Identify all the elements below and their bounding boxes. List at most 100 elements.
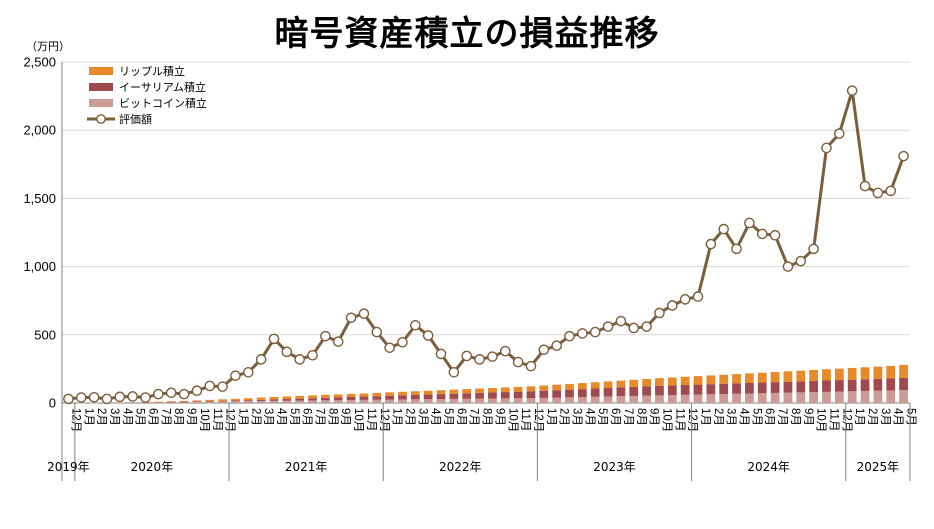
bar-ethereum (346, 396, 356, 400)
value-point (898, 150, 909, 162)
x-tick-label: 3月 (416, 408, 428, 426)
bar-ethereum (796, 381, 806, 393)
bar-ethereum (757, 382, 767, 394)
x-tick-label: 8月 (635, 408, 647, 426)
bar-bitcoin (693, 394, 703, 403)
bar-bitcoin (886, 390, 896, 403)
value-point (332, 336, 344, 347)
x-tick-label: 3月 (725, 408, 737, 426)
x-tick-label: 11月 (827, 408, 839, 431)
bar-bitcoin (770, 392, 780, 403)
bar-bitcoin (372, 399, 382, 403)
x-tick-label: 4月 (429, 408, 441, 426)
bar-bitcoin (243, 401, 253, 403)
bar-ripple (590, 382, 600, 389)
bar-bitcoin (398, 399, 407, 403)
value-point (243, 367, 254, 378)
value-point (358, 308, 370, 319)
bar-bitcoin (488, 398, 497, 403)
x-tick-label: 4月 (738, 408, 750, 426)
bar-bitcoin (873, 390, 883, 403)
bar-bitcoin (128, 402, 138, 403)
bar-bitcoin (565, 397, 574, 403)
x-tick-label: 12月 (378, 408, 390, 432)
bar-ethereum (783, 381, 793, 393)
x-tick-label: 9月 (185, 408, 197, 426)
x-tick-label: 6月 (147, 408, 159, 426)
bar-bitcoin (899, 390, 908, 403)
bar-bitcoin (256, 400, 266, 403)
bar-ethereum (616, 387, 626, 397)
bar-ethereum (770, 382, 780, 393)
value-point (744, 217, 755, 229)
bar-ripple (847, 367, 857, 380)
bar-bitcoin (513, 398, 523, 403)
value-point (859, 180, 871, 192)
bar-ripple (256, 397, 266, 400)
bar-ethereum (847, 379, 857, 392)
bar-ethereum (552, 390, 562, 398)
bar-bitcoin (475, 398, 484, 403)
bar-ethereum (886, 378, 896, 391)
bar-ripple (192, 400, 202, 402)
x-tick-label: 2月 (403, 408, 415, 426)
bar-ethereum (308, 398, 317, 401)
value-point (88, 391, 100, 403)
bar-ripple (834, 368, 844, 381)
bar-bitcoin (834, 391, 844, 403)
bar-bitcoin (192, 401, 202, 403)
value-point (410, 319, 421, 331)
bar-ethereum (719, 383, 729, 394)
bar-ripple (873, 366, 883, 379)
bar-ripple (153, 401, 163, 403)
bar-ripple (282, 396, 292, 400)
x-tick-label: 12月 (224, 408, 236, 432)
bar-ripple (231, 398, 240, 401)
bar-ethereum (513, 391, 523, 399)
legend-swatch (89, 83, 113, 91)
x-tick-label: 5月 (442, 408, 454, 426)
bar-ethereum (449, 393, 459, 399)
bar-bitcoin (218, 401, 227, 403)
x-tick-label: 5月 (596, 408, 608, 426)
x-tick-label: 7月 (622, 408, 634, 426)
bar-bitcoin (603, 396, 613, 403)
y-tick-label: 1,000 (23, 259, 56, 274)
value-point (885, 185, 897, 197)
value-line (68, 89, 905, 401)
value-point (654, 307, 665, 319)
year-label: 2024年 (747, 460, 790, 474)
bar-ripple (680, 376, 690, 385)
bar-ripple (539, 385, 549, 391)
bar-ethereum (179, 401, 189, 403)
bar-ripple (822, 369, 831, 381)
bar-ripple (642, 378, 651, 387)
bar-ripple (603, 381, 613, 388)
bar-bitcoin (269, 400, 279, 403)
year-label: 2025年 (857, 460, 900, 474)
bar-bitcoin (231, 401, 240, 403)
y-axis-unit: （万円） (26, 40, 70, 53)
bar-bitcoin (667, 395, 677, 403)
bar-ethereum (462, 393, 472, 399)
x-tick-label: 12月 (840, 408, 852, 432)
x-tick-label: 9月 (493, 408, 505, 426)
bar-ripple (655, 378, 664, 386)
bar-ripple (629, 379, 639, 387)
x-tick-label: 11月 (519, 408, 531, 431)
legend-label: リップル積立 (119, 64, 185, 78)
bar-ripple (436, 390, 446, 395)
bar-ethereum (282, 399, 292, 401)
bar-ethereum (822, 380, 831, 392)
x-tick-label: 11月 (211, 408, 223, 431)
bar-ethereum (295, 398, 305, 401)
value-point (641, 321, 652, 332)
chart-title: 暗号資産積立の損益推移 (274, 14, 660, 54)
value-point (191, 385, 203, 397)
value-point (127, 391, 138, 402)
bar-ethereum (218, 400, 227, 402)
bar-ripple (243, 398, 253, 401)
value-point (422, 330, 434, 341)
bar-ripple (809, 369, 819, 381)
x-tick-label: 11月 (365, 408, 377, 431)
